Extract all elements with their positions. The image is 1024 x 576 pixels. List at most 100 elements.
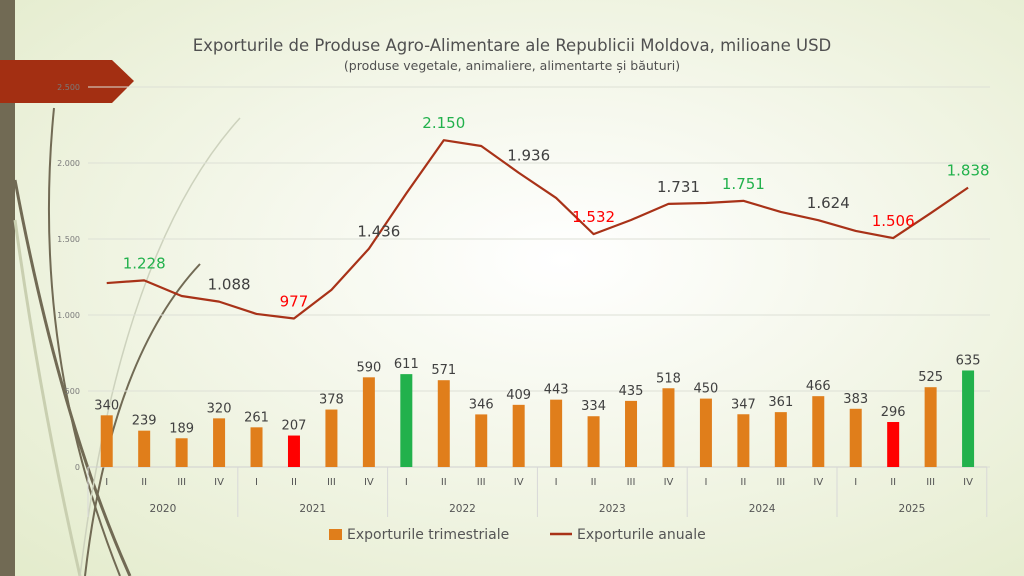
bar-label: 207: [282, 419, 307, 434]
x-tick-quarter: I: [704, 477, 707, 488]
y-tick-label: 1.000: [57, 311, 80, 320]
line-label: 1.532: [572, 208, 615, 226]
bar-label: 347: [731, 397, 756, 412]
x-tick-year: 2020: [150, 503, 177, 515]
line-label: 1.838: [947, 162, 990, 180]
x-tick-year: 2024: [749, 503, 776, 515]
bar-label: 443: [544, 383, 569, 398]
x-tick-quarter: IV: [214, 477, 224, 488]
x-tick-year: 2023: [599, 503, 626, 515]
line-label: 2.150: [422, 114, 465, 132]
bar: [550, 399, 563, 467]
annual-exports-line: [106, 139, 969, 320]
bar-label: 590: [356, 360, 381, 375]
bar: [887, 422, 900, 467]
line-label: 1.088: [208, 276, 251, 294]
line-label: 1.751: [722, 175, 765, 193]
line-label: 1.936: [507, 147, 550, 165]
bar-label: 296: [881, 405, 906, 420]
x-tick-quarter: III: [327, 477, 336, 488]
bar: [287, 435, 300, 467]
bar: [737, 414, 750, 467]
bar-label: 239: [132, 414, 157, 429]
x-tick-quarter: III: [776, 477, 785, 488]
line-label: 1.731: [657, 178, 700, 196]
legend-bar-label: Exporturile trimestriale: [347, 527, 509, 543]
bar-label: 320: [207, 401, 232, 416]
x-tick-quarter: II: [441, 477, 447, 488]
bar: [400, 374, 413, 467]
bar-label: 378: [319, 393, 344, 408]
line-label: 1.506: [872, 212, 915, 230]
bar: [362, 377, 375, 467]
bar: [849, 408, 862, 467]
title-banner: [0, 60, 134, 103]
x-tick-quarter: III: [627, 477, 636, 488]
y-tick-label: 2.500: [57, 83, 80, 92]
x-tick-quarter: IV: [514, 477, 524, 488]
bar-label: 189: [169, 421, 194, 436]
bar: [699, 398, 712, 467]
bar: [213, 418, 226, 467]
decorative-stripe: [0, 0, 15, 576]
bar-label: 450: [694, 382, 719, 397]
x-tick-quarter: IV: [813, 477, 823, 488]
bar-label: 635: [956, 353, 981, 368]
x-tick-quarter: I: [405, 477, 408, 488]
legend-line-label: Exporturile anuale: [577, 527, 706, 543]
chart-subtitle: (produse vegetale, animaliere, alimentar…: [343, 58, 681, 73]
bar: [662, 388, 675, 467]
bar-label: 383: [843, 392, 868, 407]
x-tick-quarter: I: [255, 477, 258, 488]
bar: [250, 427, 263, 467]
legend-bar-swatch: [329, 529, 342, 540]
bar-label: 435: [619, 384, 644, 399]
x-tick-quarter: IV: [364, 477, 374, 488]
x-tick-quarter: II: [890, 477, 896, 488]
y-tick-label: 500: [65, 387, 80, 396]
x-tick-quarter: III: [477, 477, 486, 488]
bar-label: 334: [581, 399, 606, 414]
line-label: 1.624: [807, 194, 850, 212]
x-tick-quarter: III: [926, 477, 935, 488]
x-tick-quarter: II: [291, 477, 297, 488]
x-tick-quarter: IV: [664, 477, 674, 488]
bar: [100, 415, 113, 467]
bar-label: 611: [394, 357, 419, 372]
y-tick-label: 1.500: [57, 235, 80, 244]
bar: [962, 370, 975, 467]
x-tick-year: 2021: [299, 503, 326, 515]
x-tick-quarter: I: [105, 477, 108, 488]
bar: [325, 409, 338, 467]
bar: [437, 380, 450, 467]
bar: [774, 412, 787, 467]
bar-label: 466: [806, 379, 831, 394]
y-tick-label: 0: [75, 463, 80, 472]
x-tick-quarter: I: [854, 477, 857, 488]
x-tick-quarter: II: [591, 477, 597, 488]
x-tick-quarter: II: [141, 477, 147, 488]
chart-title: Exporturile de Produse Agro-Alimentare a…: [192, 36, 832, 55]
bar-label: 346: [469, 397, 494, 412]
x-tick-quarter: I: [555, 477, 558, 488]
x-tick-year: 2025: [899, 503, 926, 515]
x-tick-year: 2022: [449, 503, 476, 515]
x-tick-quarter: IV: [963, 477, 973, 488]
bar: [512, 404, 525, 467]
bar-label: 525: [918, 370, 943, 385]
bar-label: 340: [94, 398, 119, 413]
bar: [924, 387, 937, 467]
line-label: 1.436: [357, 223, 400, 241]
bar-label: 518: [656, 371, 681, 386]
bar-label: 361: [768, 395, 793, 410]
x-tick-quarter: II: [740, 477, 746, 488]
y-tick-label: 2.000: [57, 159, 80, 168]
bar: [175, 438, 188, 467]
bar-label: 409: [506, 388, 531, 403]
bar: [625, 400, 638, 467]
line-label: 1.228: [123, 254, 166, 272]
line-label: 977: [280, 292, 309, 310]
bar: [138, 430, 151, 467]
